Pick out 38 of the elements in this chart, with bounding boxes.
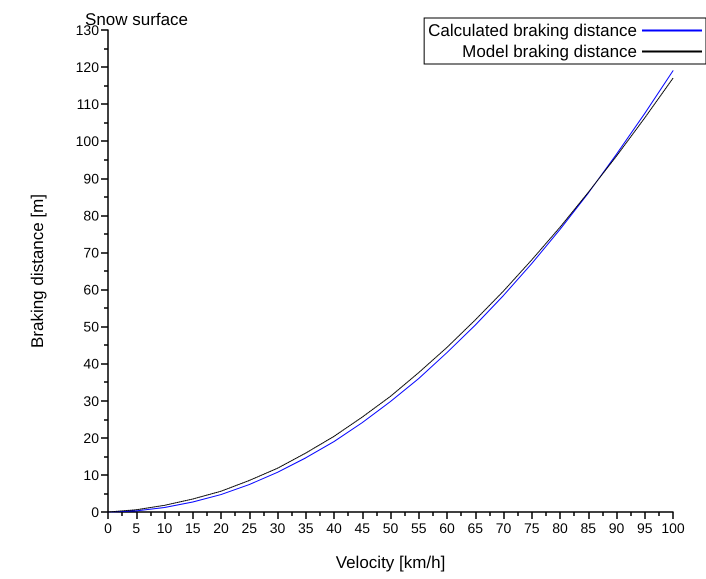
x-tick-label: 55 — [410, 520, 427, 536]
x-tick-label: 80 — [552, 520, 568, 536]
x-tick-label: 65 — [467, 520, 484, 536]
x-tick-label: 25 — [241, 520, 258, 536]
y-tick-label: 90 — [83, 170, 100, 186]
x-tick-label: 30 — [270, 520, 286, 536]
x-tick-label: 10 — [156, 520, 172, 536]
legend-label: Model braking distance — [462, 42, 637, 61]
x-tick-label: 20 — [213, 520, 229, 536]
x-tick-label: 75 — [524, 520, 540, 536]
y-tick-label: 100 — [76, 133, 100, 150]
legend-label: Calculated braking distance — [428, 21, 637, 40]
x-tick-label: 70 — [496, 520, 512, 536]
x-tick-label: 90 — [608, 520, 624, 536]
y-tick-label: 120 — [76, 59, 100, 76]
x-tick-label: 95 — [636, 520, 653, 536]
x-tick-label: 50 — [382, 520, 398, 536]
x-tick-label: 40 — [326, 520, 342, 536]
y-tick-label: 60 — [83, 282, 100, 298]
y-tick-label: 10 — [83, 466, 100, 483]
y-tick-label: 50 — [83, 318, 100, 335]
y-tick-label: 0 — [91, 504, 100, 520]
x-tick-label: 5 — [132, 520, 140, 536]
y-tick-label: 80 — [83, 207, 100, 224]
y-axis-title: Braking distance [m] — [28, 194, 47, 348]
x-tick-label: 15 — [184, 520, 201, 536]
x-axis-title: Velocity [km/h] — [336, 553, 446, 572]
x-tick-label: 0 — [104, 520, 112, 536]
y-tick-label: 110 — [76, 96, 100, 112]
x-tick-label: 100 — [661, 520, 685, 536]
y-tick-label: 70 — [83, 244, 100, 260]
y-tick-label: 40 — [83, 356, 100, 372]
x-tick-label: 85 — [580, 520, 596, 536]
x-tick-label: 45 — [354, 520, 370, 536]
x-tick-label: 35 — [298, 520, 314, 536]
x-tick-label: 60 — [439, 520, 455, 536]
y-tick-label: 20 — [83, 430, 100, 446]
y-tick-label: 30 — [83, 392, 100, 409]
